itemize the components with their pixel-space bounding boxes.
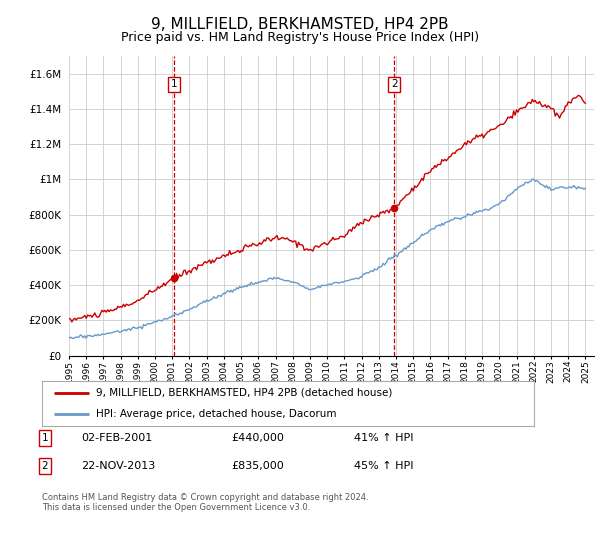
Text: 9, MILLFIELD, BERKHAMSTED, HP4 2PB: 9, MILLFIELD, BERKHAMSTED, HP4 2PB (151, 17, 449, 32)
Text: 02-FEB-2001: 02-FEB-2001 (81, 433, 152, 443)
Text: 1: 1 (41, 433, 49, 443)
Text: Price paid vs. HM Land Registry's House Price Index (HPI): Price paid vs. HM Land Registry's House … (121, 31, 479, 44)
Text: 45% ↑ HPI: 45% ↑ HPI (354, 461, 413, 471)
Text: HPI: Average price, detached house, Dacorum: HPI: Average price, detached house, Daco… (96, 408, 337, 418)
Text: Contains HM Land Registry data © Crown copyright and database right 2024.
This d: Contains HM Land Registry data © Crown c… (42, 493, 368, 512)
Text: 9, MILLFIELD, BERKHAMSTED, HP4 2PB (detached house): 9, MILLFIELD, BERKHAMSTED, HP4 2PB (deta… (96, 388, 392, 398)
Text: 41% ↑ HPI: 41% ↑ HPI (354, 433, 413, 443)
Text: 2: 2 (391, 80, 398, 90)
Text: £440,000: £440,000 (231, 433, 284, 443)
Text: 1: 1 (170, 80, 177, 90)
Text: 22-NOV-2013: 22-NOV-2013 (81, 461, 155, 471)
Text: 2: 2 (41, 461, 49, 471)
Text: £835,000: £835,000 (231, 461, 284, 471)
